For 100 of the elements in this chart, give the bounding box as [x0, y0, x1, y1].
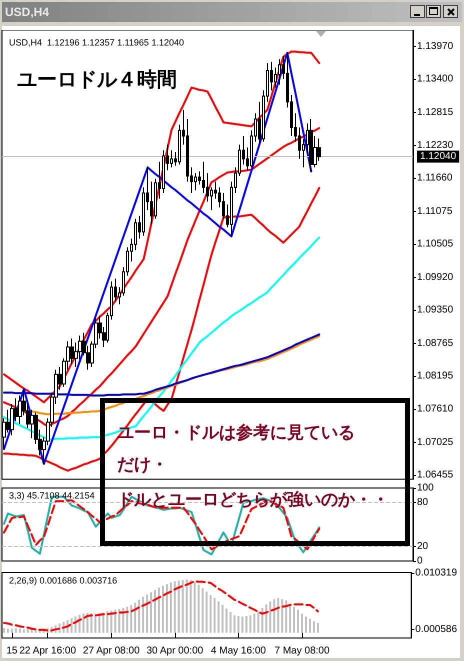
y-tick-label: 0.000586: [415, 624, 458, 635]
x-tick-label: 15: [6, 646, 18, 656]
bar: [70, 618, 73, 633]
bar: [222, 604, 224, 633]
bar: [281, 599, 284, 633]
y-tick-label: 1.13970: [417, 41, 454, 52]
y-tick-label: 1.08765: [417, 338, 454, 349]
ref-line-label: 1.12040: [420, 151, 457, 162]
bar: [166, 584, 168, 633]
y-tick-label: 1.12230: [417, 140, 454, 152]
y-tick-label: 1.12815: [417, 106, 454, 118]
bar: [301, 614, 304, 633]
bar: [94, 614, 96, 633]
y-tick-label: 1.06455: [417, 470, 454, 480]
bar: [265, 604, 268, 633]
bar: [82, 614, 84, 633]
y-tick-label: 20: [417, 540, 429, 552]
x-tick-label: 7 May 08:00: [274, 646, 330, 656]
bar: [269, 602, 272, 633]
bar: [170, 582, 172, 633]
bar: [304, 616, 307, 633]
bar: [277, 598, 280, 633]
bar: [150, 592, 152, 633]
bar: [198, 584, 200, 633]
bar: [218, 602, 220, 633]
bar: [146, 594, 148, 633]
chart-title: 3,3) 45.7108 44.2154: [9, 490, 95, 500]
bar: [162, 586, 164, 633]
bar: [273, 599, 276, 633]
x-tick-label: 22 Apr 16:00: [19, 646, 76, 656]
bar: [6, 628, 9, 633]
y-tick-label: 1.11660: [417, 172, 453, 184]
bar: [22, 629, 25, 633]
bar: [194, 582, 196, 633]
bar: [241, 616, 244, 633]
bar: [285, 600, 288, 633]
line-series: [2, 50, 320, 404]
bar: [245, 616, 248, 633]
bar: [186, 579, 188, 633]
bar: [237, 616, 240, 633]
bar: [154, 590, 156, 633]
bar: [202, 588, 204, 633]
y-tick-label: 1.11075: [417, 206, 453, 218]
y-tick-label: 1.08195: [417, 370, 454, 382]
line-series: [2, 186, 320, 472]
x-tick-label: 30 Apr 00:00: [146, 646, 204, 656]
bar: [206, 592, 208, 633]
y-tick-label: 1.09920: [417, 272, 454, 283]
bar: [229, 612, 232, 633]
y-tick-label: 1.07610: [417, 404, 454, 415]
bar: [110, 610, 112, 633]
bar: [316, 622, 319, 633]
bar: [214, 598, 216, 633]
bar: [138, 600, 140, 633]
bar: [226, 608, 228, 633]
y-tick-label: 1.09350: [417, 304, 454, 316]
bar: [142, 596, 144, 633]
bar: [134, 602, 136, 633]
annotation: ユーロドル４時間: [17, 66, 177, 93]
y-tick-label: 1.07025: [417, 437, 454, 448]
y-tick-label: 0: [417, 556, 423, 566]
y-tick-label: 1.13400: [417, 74, 454, 85]
chart-title: USD,H4: [5, 5, 50, 19]
bar: [10, 628, 13, 633]
annotation: だけ・: [117, 454, 168, 476]
bar: [257, 611, 260, 633]
line-series: [2, 333, 320, 396]
bar: [210, 595, 212, 633]
bar: [122, 608, 124, 633]
y-tick-label: 80: [417, 497, 429, 508]
y-tick-label: 100: [417, 482, 434, 494]
bar: [130, 604, 132, 633]
y-tick-label: 1.10505: [417, 238, 454, 250]
bar: [312, 621, 315, 633]
bar: [174, 581, 176, 633]
bar: [2, 628, 5, 633]
candlestick: [278, 58, 281, 86]
x-tick-label: 4 May 16:00: [210, 646, 266, 656]
bar: [114, 610, 116, 633]
bar: [14, 628, 17, 633]
bar: [190, 580, 192, 633]
bar: [233, 615, 236, 633]
line-series: [2, 236, 320, 440]
y-tick-label: 0.010319: [415, 568, 458, 578]
bar: [293, 606, 296, 633]
bar: [18, 628, 21, 633]
bar: [249, 615, 252, 633]
bar: [308, 618, 311, 633]
bar: [106, 611, 108, 633]
bar: [182, 580, 184, 633]
candlestick: [309, 118, 313, 172]
bar: [118, 609, 120, 633]
bar: [178, 580, 180, 633]
bar: [289, 604, 292, 633]
chart-title: 2,26,9) 0.001686 0.003716: [9, 576, 118, 586]
bar: [297, 610, 300, 633]
bar: [253, 614, 256, 633]
bar: [26, 628, 29, 633]
x-tick-label: 27 Apr 08:00: [82, 646, 140, 656]
text: USD,H4 1.12196 1.12357 1.11965 1.12040: [9, 38, 184, 48]
